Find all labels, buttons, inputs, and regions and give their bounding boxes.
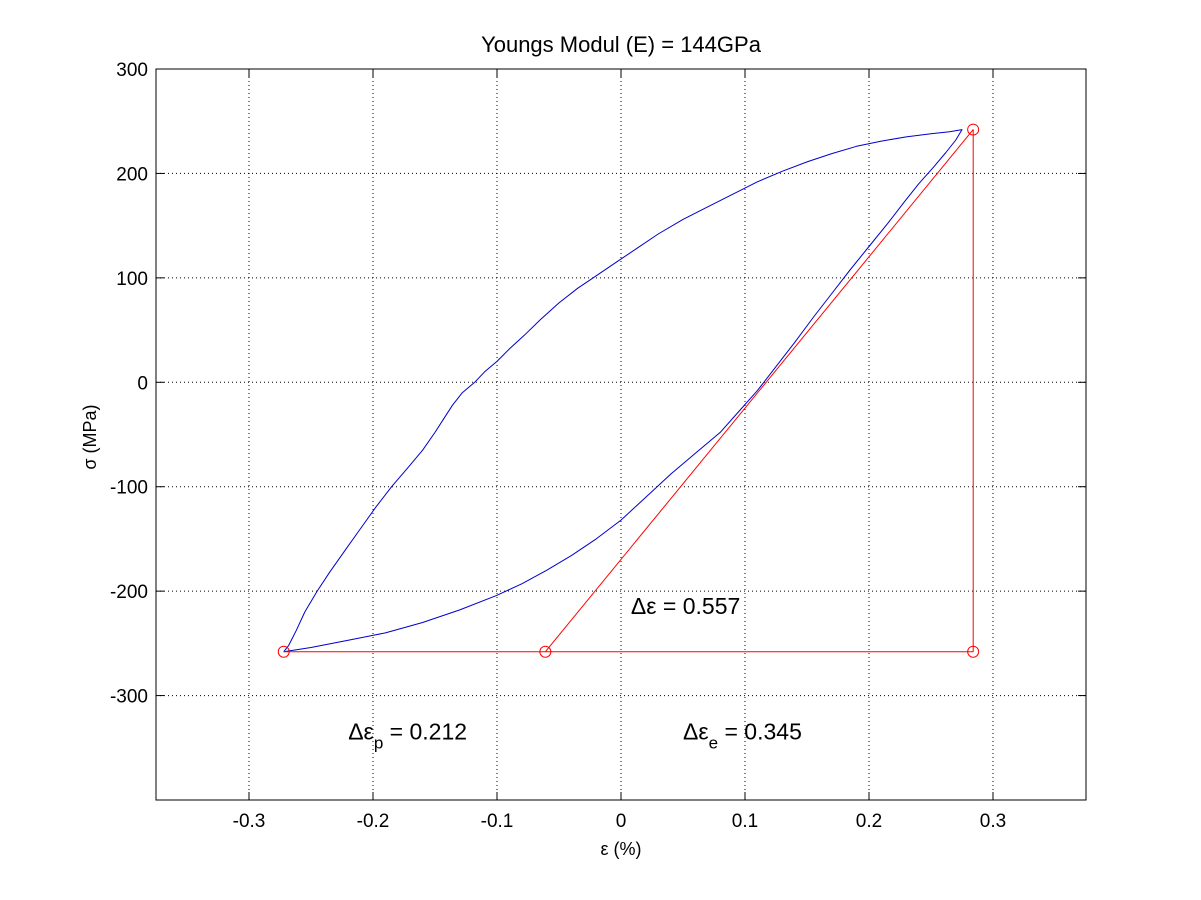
annotation-label: Δε = 0.557 xyxy=(631,593,740,619)
circle-marker xyxy=(277,645,290,658)
series-layer xyxy=(277,123,980,658)
y-tick-label: 200 xyxy=(116,164,148,185)
circle-marker xyxy=(967,123,980,136)
annotation-label: Δεe = 0.345 xyxy=(683,718,802,752)
x-axis-label: ε (%) xyxy=(600,839,641,859)
y-tick-label: -300 xyxy=(110,687,148,708)
chart-title: Youngs Modul (E) = 144GPa xyxy=(481,32,762,57)
y-tick-label: -200 xyxy=(110,582,148,603)
annotation-label: Δεp = 0.212 xyxy=(348,718,467,752)
axes-frame xyxy=(155,68,1087,801)
y-tick-label: 0 xyxy=(137,373,148,394)
x-tick-label: 0.1 xyxy=(732,811,758,832)
circle-marker xyxy=(539,645,552,658)
y-tick-label: -100 xyxy=(110,478,148,499)
x-tick-label: 0.2 xyxy=(856,811,882,832)
y-axis-label: σ (MPa) xyxy=(80,404,100,469)
circle-marker xyxy=(967,645,980,658)
x-tick-label: -0.1 xyxy=(481,811,514,832)
x-tick-label: -0.2 xyxy=(357,811,390,832)
x-tick-label: 0 xyxy=(616,811,627,832)
x-tick-label: -0.3 xyxy=(233,811,266,832)
annotations: Δε = 0.557 Δεp = 0.212 Δεe = 0.345 xyxy=(348,593,802,752)
x-tick-label: 0.3 xyxy=(980,811,1006,832)
grid-lines xyxy=(156,68,1086,800)
y-tick-label: 300 xyxy=(116,60,148,81)
hysteresis-loop-line xyxy=(283,129,963,653)
modulus-construction-line xyxy=(283,129,974,653)
ticks: -0.3 -0.2 -0.1 0 0.1 0.2 0.3 -300 -200 -100 0 100 20… xyxy=(110,60,1086,832)
y-tick-label: 100 xyxy=(116,269,148,290)
